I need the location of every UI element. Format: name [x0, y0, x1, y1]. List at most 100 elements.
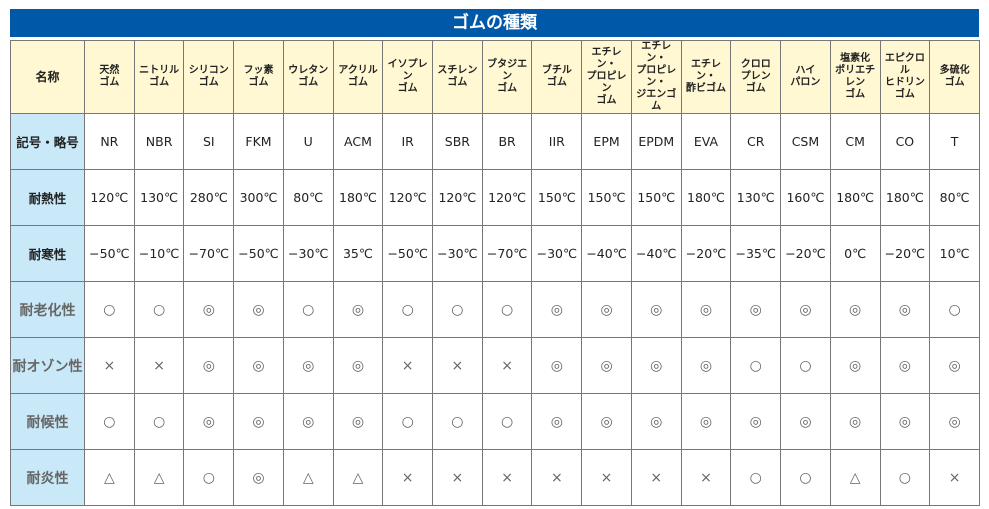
cell-flame-resistance: ×	[481, 449, 533, 506]
row-label: 耐候性	[10, 393, 85, 450]
cell-aging-resistance: ◎	[730, 281, 782, 338]
cell-weather-resistance: ◎	[332, 393, 384, 450]
cell-code: NR	[84, 113, 135, 170]
table-row-flame-resistance: 耐炎性 △ △ ○ ◎ △ △ × × × × × × × ○ ○ △ ○ ×	[10, 449, 980, 506]
table-row-cold-resistance: 耐寒性 −50℃ −10℃ −70℃ −50℃ −30℃ 35℃ −50℃ −30℃ −70℃ −3…	[10, 225, 980, 282]
cell-aging-resistance: ○	[382, 281, 434, 338]
cell-code: NBR	[133, 113, 185, 170]
cell-flame-resistance: ×	[581, 449, 632, 506]
cell-aging-resistance: ◎	[780, 281, 831, 338]
cell-aging-resistance: ◎	[183, 281, 235, 338]
cell-name: フッ素 ゴム	[233, 40, 284, 114]
cell-cold-resistance: −10℃	[133, 225, 185, 282]
table-row-aging-resistance: 耐老化性 ○ ○ ◎ ◎ ○ ◎ ○ ○ ○ ◎ ◎ ◎ ◎ ◎ ◎ ◎ ◎ ○	[10, 281, 980, 338]
cell-weather-resistance: ◎	[680, 393, 732, 450]
cell-name: クロロ プレン ゴム	[730, 40, 782, 114]
cell-heat-resistance: 160℃	[780, 169, 831, 226]
cell-name: ウレタン ゴム	[282, 40, 334, 114]
cell-ozone-resistance: ×	[481, 337, 533, 394]
cell-heat-resistance: 120℃	[84, 169, 135, 226]
row-label: 耐寒性	[10, 225, 85, 282]
table-row-weather-resistance: 耐候性 ○ ○ ◎ ◎ ◎ ◎ ○ ○ ○ ◎ ◎ ◎ ◎ ◎ ◎ ◎ ◎ ◎	[10, 393, 980, 450]
cell-flame-resistance: ○	[183, 449, 235, 506]
cell-aging-resistance: ◎	[332, 281, 384, 338]
cell-weather-resistance: ◎	[730, 393, 782, 450]
cell-heat-resistance: 180℃	[332, 169, 384, 226]
cell-weather-resistance: ○	[133, 393, 185, 450]
cell-cold-resistance: −30℃	[531, 225, 583, 282]
cell-code: IR	[382, 113, 434, 170]
cell-weather-resistance: ◎	[233, 393, 284, 450]
cell-weather-resistance: ◎	[829, 393, 881, 450]
row-label: 耐熱性	[10, 169, 85, 226]
cell-name: シリコン ゴム	[183, 40, 235, 114]
cell-name: ニトリル ゴム	[133, 40, 185, 114]
cell-ozone-resistance: ◎	[183, 337, 235, 394]
cell-ozone-resistance: ×	[84, 337, 135, 394]
cell-heat-resistance: 130℃	[133, 169, 185, 226]
table-row-code: 記号・略号 NR NBR SI FKM U ACM IR SBR BR IIR EPM EPDM EVA C…	[10, 113, 980, 170]
cell-code: CO	[879, 113, 931, 170]
cell-cold-resistance: −30℃	[432, 225, 483, 282]
cell-cold-resistance: 35℃	[332, 225, 384, 282]
row-label: 名称	[10, 40, 85, 114]
cell-heat-resistance: 280℃	[183, 169, 235, 226]
cell-flame-resistance: △	[84, 449, 135, 506]
cell-heat-resistance: 150℃	[581, 169, 632, 226]
cell-weather-resistance: ○	[382, 393, 434, 450]
cell-aging-resistance: ○	[282, 281, 334, 338]
cell-heat-resistance: 120℃	[382, 169, 434, 226]
cell-flame-resistance: △	[133, 449, 185, 506]
cell-name: ハイ パロン	[780, 40, 831, 114]
cell-ozone-resistance: ◎	[282, 337, 334, 394]
cell-heat-resistance: 180℃	[879, 169, 931, 226]
cell-ozone-resistance: ◎	[829, 337, 881, 394]
cell-code: CR	[730, 113, 782, 170]
cell-heat-resistance: 80℃	[929, 169, 980, 226]
cell-flame-resistance: △	[332, 449, 384, 506]
cell-aging-resistance: ○	[929, 281, 980, 338]
cell-aging-resistance: ○	[481, 281, 533, 338]
cell-weather-resistance: ◎	[780, 393, 831, 450]
cell-name: イソプレン ゴム	[382, 40, 434, 114]
cell-name: エチレン・ プロピレン・ ジエンゴム	[630, 40, 682, 114]
cell-weather-resistance: ◎	[183, 393, 235, 450]
cell-ozone-resistance: ◎	[531, 337, 583, 394]
cell-ozone-resistance: ◎	[879, 337, 931, 394]
cell-flame-resistance: ○	[780, 449, 831, 506]
cell-aging-resistance: ○	[84, 281, 135, 338]
cell-flame-resistance: ×	[929, 449, 980, 506]
cell-cold-resistance: −50℃	[233, 225, 284, 282]
cell-ozone-resistance: ×	[432, 337, 483, 394]
cell-aging-resistance: ◎	[531, 281, 583, 338]
cell-code: CSM	[780, 113, 831, 170]
cell-code: BR	[481, 113, 533, 170]
cell-heat-resistance: 300℃	[233, 169, 284, 226]
cell-name: エピクロル ヒドリン ゴム	[879, 40, 931, 114]
cell-heat-resistance: 120℃	[432, 169, 483, 226]
rubber-types-table: 名称 天然 ゴム ニトリル ゴム シリコン ゴム フッ素 ゴム ウレタン ゴム アクリル ゴ…	[10, 40, 980, 506]
cell-ozone-resistance: ◎	[929, 337, 980, 394]
cell-ozone-resistance: ×	[133, 337, 185, 394]
cell-flame-resistance: ○	[730, 449, 782, 506]
cell-ozone-resistance: ○	[730, 337, 782, 394]
cell-code: IIR	[531, 113, 583, 170]
cell-code: CM	[829, 113, 881, 170]
cell-ozone-resistance: ×	[382, 337, 434, 394]
cell-flame-resistance: ×	[531, 449, 583, 506]
table-row-heat-resistance: 耐熱性 120℃ 130℃ 280℃ 300℃ 80℃ 180℃ 120℃ 120℃ 120℃ 15…	[10, 169, 980, 226]
cell-aging-resistance: ○	[432, 281, 483, 338]
cell-name: ブチル ゴム	[531, 40, 583, 114]
cell-weather-resistance: ◎	[879, 393, 931, 450]
cell-name: エチレン・ プロピレン ゴム	[581, 40, 632, 114]
cell-name: 多硫化 ゴム	[929, 40, 980, 114]
cell-code: EVA	[680, 113, 732, 170]
cell-flame-resistance: ◎	[233, 449, 284, 506]
cell-cold-resistance: −50℃	[382, 225, 434, 282]
cell-name: ブタジエン ゴム	[481, 40, 533, 114]
cell-flame-resistance: △	[282, 449, 334, 506]
cell-name: スチレン ゴム	[432, 40, 483, 114]
cell-heat-resistance: 130℃	[730, 169, 782, 226]
cell-cold-resistance: 0℃	[829, 225, 881, 282]
cell-ozone-resistance: ◎	[680, 337, 732, 394]
